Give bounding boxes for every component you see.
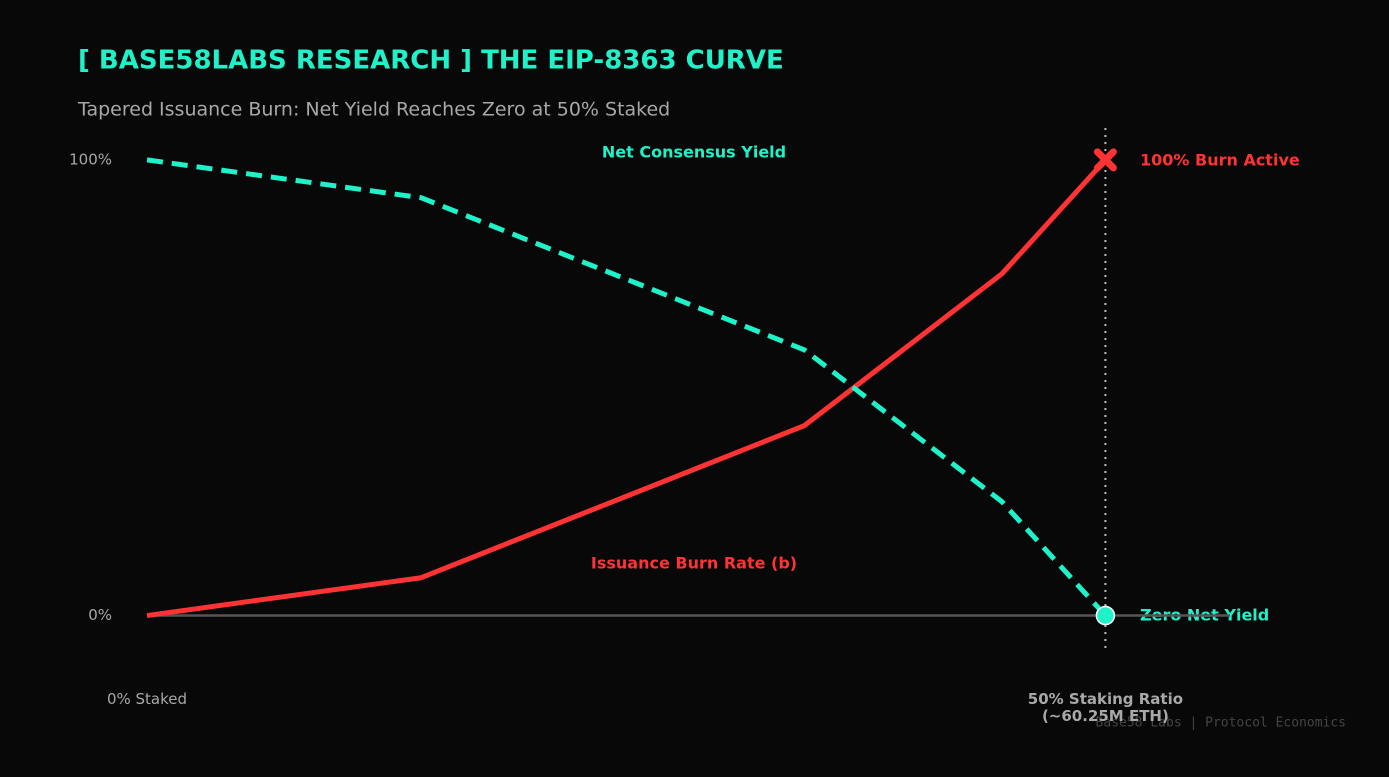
end-marker (1093, 148, 1117, 172)
annotation: 100% Burn Active (1140, 151, 1300, 170)
series-line (146, 157, 1108, 618)
series-label: Issuance Burn Rate (b) (591, 554, 797, 573)
end-marker (1095, 605, 1116, 626)
x-tick-label: 0% Staked (107, 690, 187, 708)
series-line (146, 158, 1108, 619)
y-tick-label: 0% (88, 606, 112, 624)
y-tick-label: 100% (69, 150, 112, 168)
footer: Base58 Labs | Protocol Economics (1096, 716, 1346, 731)
x-tick-label: 50% Staking Ratio (~60.25M ETH) (1028, 690, 1183, 725)
chart-subtitle: Tapered Issuance Burn: Net Yield Reaches… (77, 99, 670, 121)
chart-title: [ BASE58LABS RESEARCH ] THE EIP-8363 CUR… (78, 46, 784, 76)
series-label: Net Consensus Yield (602, 143, 786, 162)
